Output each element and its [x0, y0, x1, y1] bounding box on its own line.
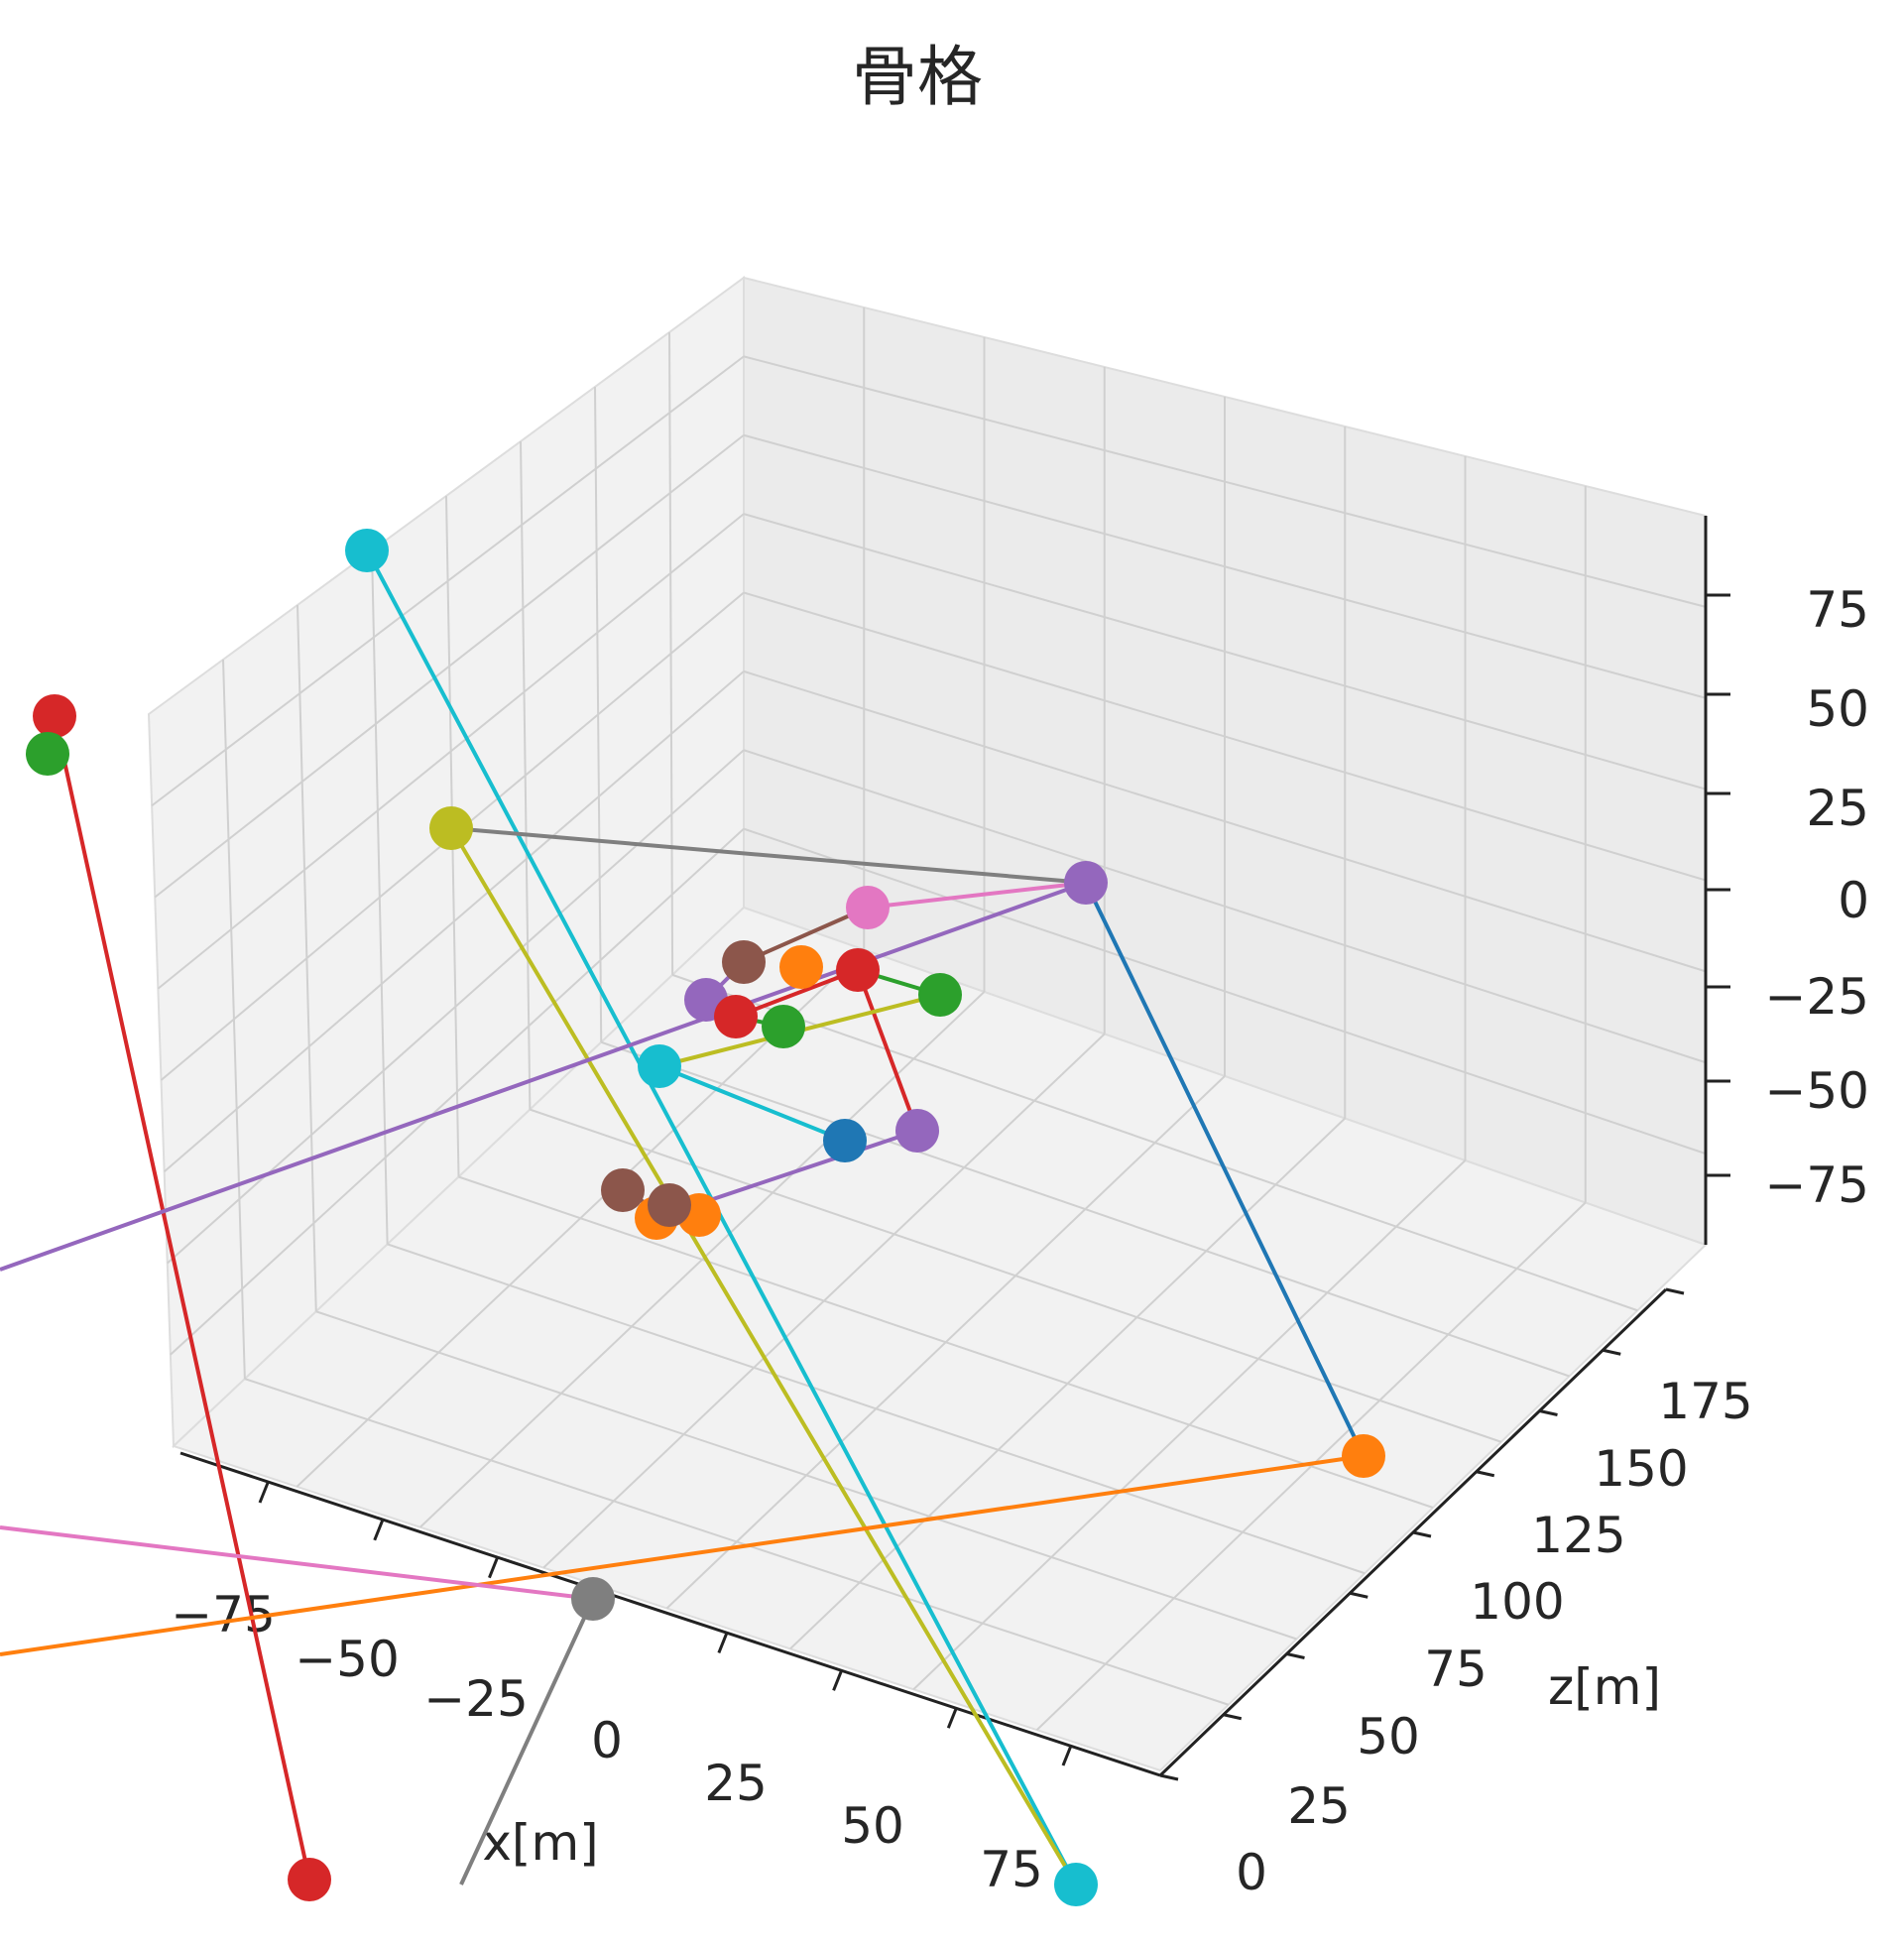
gridline: [743, 827, 1707, 1156]
y-tick-label: 75: [1806, 581, 1869, 639]
bone-purple: [0, 881, 1087, 1272]
joint-olive: [429, 806, 473, 850]
x-axis-line: [179, 1451, 1161, 1777]
joint-brown: [648, 1183, 691, 1227]
z-tick: [1412, 1530, 1432, 1538]
joint-red: [714, 995, 758, 1038]
gridline: [600, 1040, 1570, 1378]
x-tick: [258, 1482, 270, 1504]
z-tick: [1539, 1409, 1558, 1416]
x-tick: [488, 1557, 499, 1579]
z-axis-label: z[m]: [1548, 1658, 1661, 1716]
bone-red: [53, 715, 311, 1881]
bone-blue: [1084, 882, 1366, 1457]
z-tick-label: 0: [1236, 1844, 1267, 1901]
gridline: [671, 973, 1638, 1312]
z-tick: [1286, 1652, 1305, 1659]
y-tick-label: 25: [1806, 780, 1869, 837]
x-tick-label: −25: [423, 1670, 529, 1728]
gridline: [912, 1159, 1467, 1690]
x-tick: [946, 1707, 958, 1729]
gridline: [163, 670, 745, 1173]
joint-green: [918, 973, 962, 1017]
z-tick-label: 50: [1357, 1708, 1420, 1765]
x-tick: [717, 1632, 729, 1653]
z-tick: [1223, 1713, 1243, 1721]
z-tick-label: 25: [1287, 1777, 1351, 1835]
z-tick: [1476, 1470, 1495, 1478]
x-tick: [832, 1669, 843, 1691]
joint-cyan: [1054, 1863, 1098, 1906]
bone-red: [856, 969, 919, 1132]
y-tick-label: 50: [1806, 680, 1869, 738]
gridline: [665, 1075, 1226, 1610]
z-tick-label: 100: [1470, 1573, 1564, 1631]
z-tick: [1159, 1773, 1179, 1781]
z-tick-label: 175: [1658, 1373, 1752, 1430]
bone-cyan: [658, 1064, 846, 1143]
y-tick-labels: 75 50 25 0 −25 −50 −75: [1764, 581, 1869, 1214]
joint-blue: [823, 1119, 867, 1162]
bone-purple: [685, 1129, 918, 1210]
y-tick-label: −25: [1764, 968, 1869, 1026]
joint-gray: [571, 1577, 615, 1621]
z-tick-label: 75: [1424, 1641, 1488, 1698]
y-tick-label: 0: [1838, 872, 1869, 929]
axis-ticks: [258, 593, 1730, 1781]
z-tick-labels: 0 25 50 75 100 125 150 175: [1236, 1373, 1753, 1901]
gridline: [170, 827, 745, 1356]
x-tick-label: 25: [704, 1755, 768, 1812]
joint-cyan: [638, 1044, 681, 1088]
bone-gray: [450, 826, 1087, 885]
joint-brown: [722, 940, 766, 984]
x-tick-label: −75: [171, 1586, 276, 1643]
y-tick-label: −75: [1764, 1156, 1869, 1214]
joint-cyan: [345, 529, 389, 572]
z-tick: [1602, 1348, 1621, 1356]
gridline: [743, 669, 1707, 973]
bone-pink: [867, 881, 1087, 910]
joint-purple: [1064, 861, 1108, 905]
y-tick-label: −50: [1764, 1062, 1869, 1120]
gridline: [594, 386, 603, 1042]
joint-green: [762, 1005, 805, 1048]
joint-orange: [779, 945, 823, 989]
joint-purple: [895, 1109, 939, 1153]
skeleton-joints: [26, 529, 1385, 1906]
x-tick: [373, 1520, 385, 1541]
gridline: [520, 440, 532, 1110]
x-tick-label: 0: [591, 1712, 623, 1769]
x-tick-label: 50: [841, 1797, 904, 1855]
gridline: [1035, 1201, 1587, 1731]
x-tick-labels: −75 −50 −25 0 25 50 75: [171, 1586, 1043, 1898]
gridline: [668, 331, 674, 975]
x-tick-label: −50: [295, 1631, 400, 1688]
gridlines: [151, 307, 1707, 1731]
gridline: [743, 749, 1707, 1064]
z-tick: [1665, 1287, 1685, 1295]
bone-gray: [459, 1598, 595, 1886]
x-axis-label: x[m]: [482, 1814, 598, 1872]
gridline: [743, 591, 1707, 882]
joint-brown: [601, 1168, 645, 1212]
bone-brown: [743, 906, 869, 964]
joint-orange: [1342, 1434, 1385, 1478]
chart-title: 骨格: [852, 39, 983, 115]
bone-cyan: [365, 549, 1078, 1886]
bone-orange: [0, 1454, 1365, 1656]
joint-red: [33, 694, 76, 738]
z-tick: [1349, 1591, 1368, 1599]
bone-olive: [449, 826, 1078, 1886]
joint-red: [288, 1858, 331, 1901]
z-tick-label: 125: [1531, 1507, 1625, 1564]
bone-pink: [0, 1525, 594, 1601]
joint-red: [836, 948, 880, 992]
joint-green: [26, 732, 69, 776]
z-tick-label: 150: [1594, 1440, 1688, 1498]
x-tick: [1061, 1745, 1073, 1766]
joint-pink: [846, 886, 890, 929]
x-tick-label: 75: [980, 1841, 1043, 1898]
